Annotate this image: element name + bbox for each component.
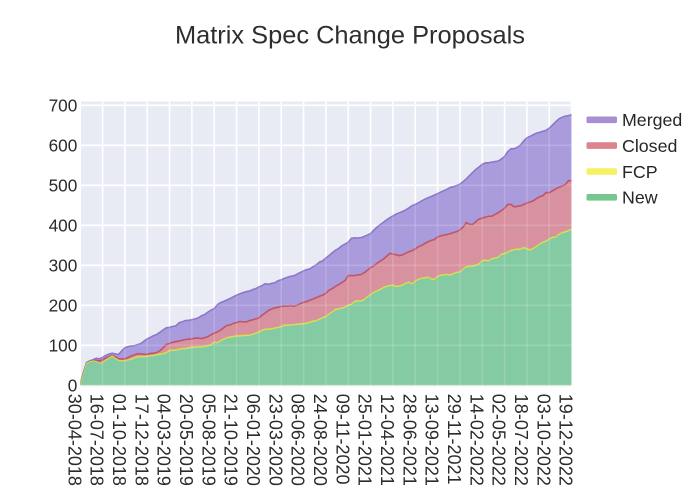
svg-text:0: 0 — [68, 376, 78, 396]
svg-text:New: New — [622, 188, 658, 208]
svg-text:02-05-2022: 02-05-2022 — [489, 394, 509, 486]
svg-text:500: 500 — [49, 176, 78, 196]
svg-text:28-06-2021: 28-06-2021 — [399, 394, 419, 486]
svg-text:12-04-2021: 12-04-2021 — [377, 394, 397, 486]
svg-text:19-12-2022: 19-12-2022 — [556, 394, 576, 486]
svg-text:600: 600 — [49, 136, 78, 156]
svg-text:400: 400 — [49, 216, 78, 236]
svg-text:300: 300 — [49, 256, 78, 276]
svg-text:09-11-2020: 09-11-2020 — [332, 394, 352, 485]
svg-text:Matrix Spec Change Proposals: Matrix Spec Change Proposals — [175, 22, 525, 50]
svg-text:100: 100 — [49, 336, 78, 356]
svg-text:25-01-2021: 25-01-2021 — [355, 394, 375, 486]
svg-text:06-01-2020: 06-01-2020 — [243, 394, 263, 486]
svg-text:03-10-2022: 03-10-2022 — [533, 394, 553, 486]
svg-text:700: 700 — [49, 96, 78, 116]
svg-text:13-09-2021: 13-09-2021 — [422, 394, 442, 486]
svg-text:24-08-2020: 24-08-2020 — [310, 394, 330, 486]
svg-text:08-06-2020: 08-06-2020 — [288, 394, 308, 486]
svg-text:20-05-2019: 20-05-2019 — [176, 394, 196, 486]
svg-text:04-03-2019: 04-03-2019 — [154, 394, 174, 486]
svg-text:200: 200 — [49, 296, 78, 316]
svg-text:29-11-2021: 29-11-2021 — [444, 394, 464, 485]
svg-text:14-02-2022: 14-02-2022 — [466, 394, 486, 486]
svg-text:Closed: Closed — [622, 136, 677, 156]
svg-text:23-03-2020: 23-03-2020 — [265, 394, 285, 486]
svg-text:18-07-2022: 18-07-2022 — [511, 394, 531, 486]
svg-text:FCP: FCP — [622, 162, 658, 182]
svg-text:01-10-2018: 01-10-2018 — [109, 394, 129, 486]
svg-text:16-07-2018: 16-07-2018 — [87, 394, 107, 486]
svg-text:17-12-2018: 17-12-2018 — [131, 394, 151, 486]
svg-text:05-08-2019: 05-08-2019 — [198, 394, 218, 486]
svg-text:Merged: Merged — [622, 110, 682, 130]
svg-text:21-10-2019: 21-10-2019 — [221, 394, 241, 486]
svg-text:30-04-2018: 30-04-2018 — [64, 394, 84, 486]
